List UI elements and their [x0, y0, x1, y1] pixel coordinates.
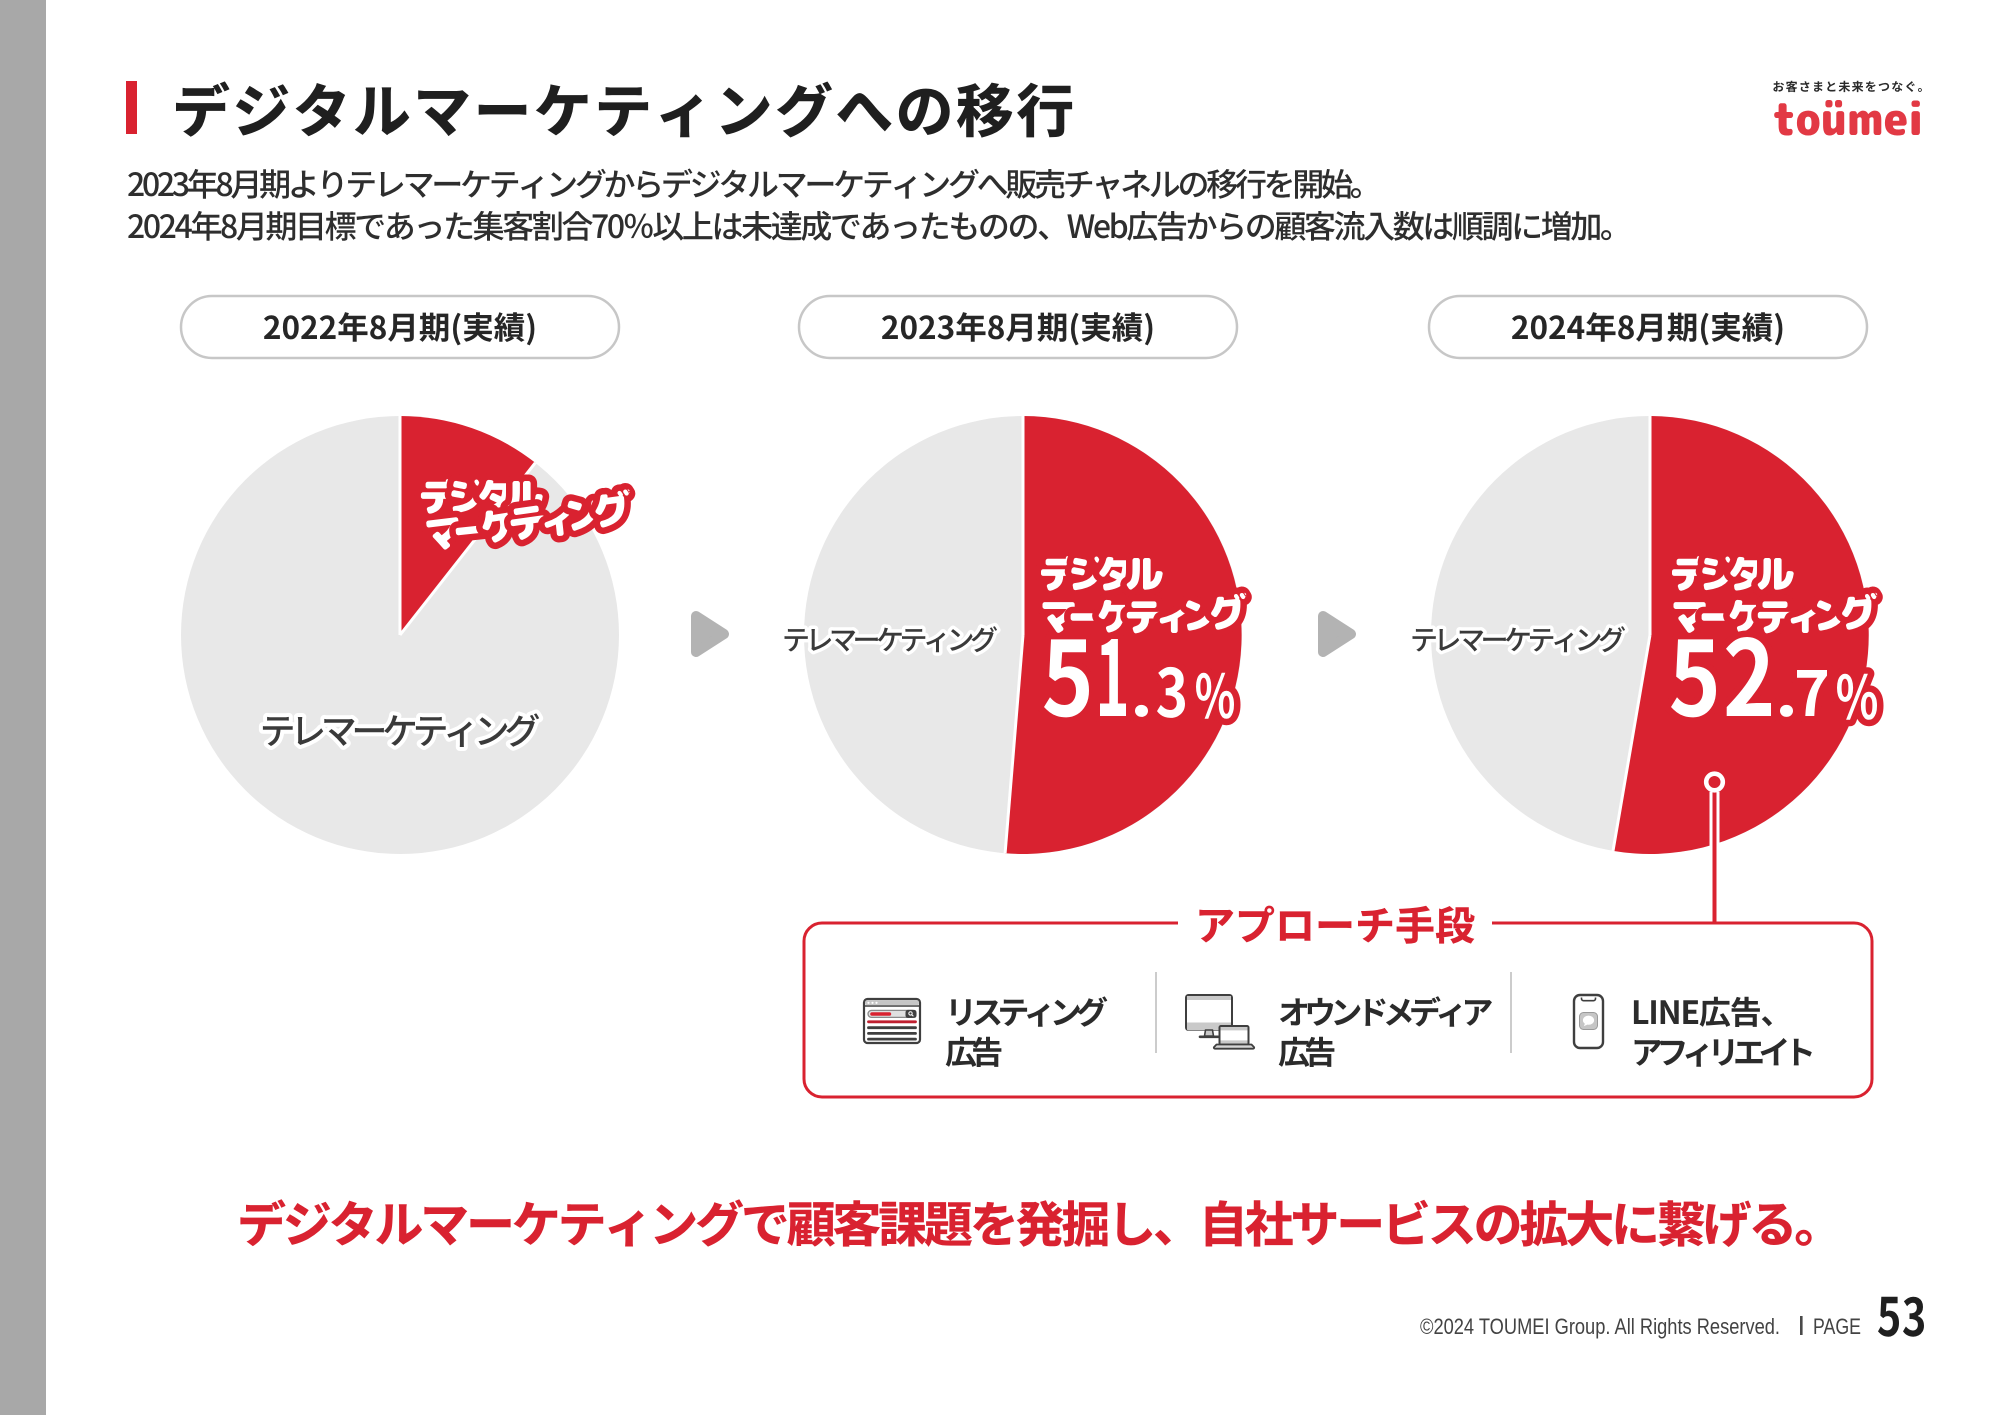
- svg-text:PAGE: PAGE: [1813, 1314, 1861, 1339]
- svg-text:©2024 TOUMEI Group. All Rights: ©2024 TOUMEI Group. All Rights Reserved.: [1420, 1314, 1780, 1339]
